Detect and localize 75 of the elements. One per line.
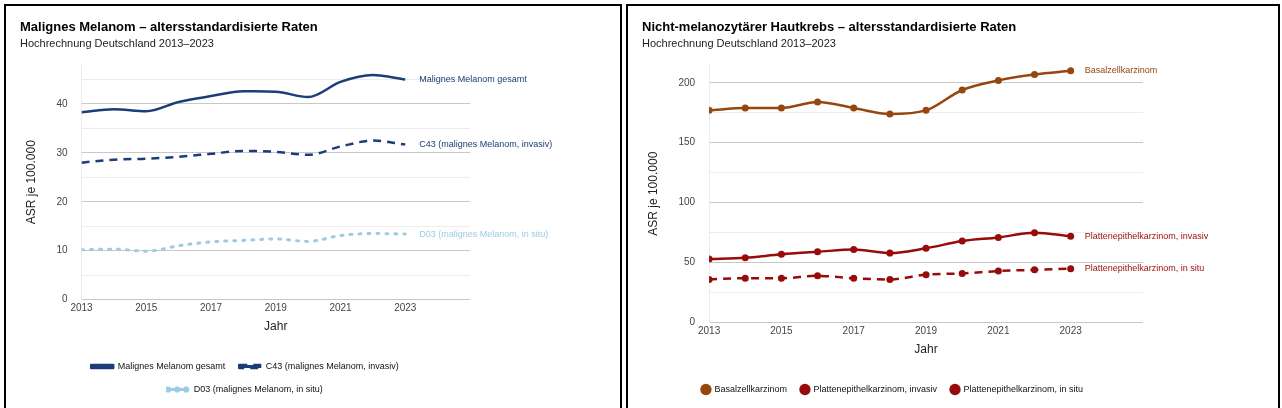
line-series — [81, 232, 407, 253]
point — [741, 254, 749, 262]
y-tick-label: 150 — [678, 136, 696, 148]
chart-title: Nicht-melanozytärer Hautkrebs – altersstandardisierte Raten — [642, 19, 1017, 35]
point — [777, 104, 785, 112]
chart-title: Malignes Melanom – altersstandardisierte Raten — [20, 19, 318, 35]
point — [741, 274, 749, 282]
chart-subtitle: Hochrechnung Deutschland 2013–2023 — [20, 37, 214, 50]
point — [850, 245, 858, 253]
x-tick-label: 2023 — [394, 302, 417, 314]
y-tick-label: 0 — [689, 316, 696, 328]
y-tick-label: 20 — [56, 195, 68, 207]
text: Malignes Melanom gesamt — [419, 73, 527, 84]
point — [886, 110, 894, 118]
y-tick-label: 40 — [56, 97, 68, 109]
point — [1031, 266, 1039, 274]
point — [958, 269, 966, 277]
x-tick-label: 2015 — [770, 325, 793, 337]
point — [1067, 265, 1075, 273]
y-tick-label: 200 — [678, 76, 696, 88]
point — [958, 86, 966, 94]
legend-label: Plattenepithelkarzinom, in situ — [963, 383, 1084, 394]
legend-label: Malignes Melanom gesamt — [117, 360, 226, 371]
x-tick-label: 2019 — [914, 325, 938, 337]
x-tick-label: 2013 — [697, 325, 721, 337]
line-series — [81, 73, 407, 114]
point — [741, 104, 749, 112]
point — [922, 106, 930, 114]
x-tick-label: 2017 — [842, 325, 866, 337]
text: Plattenepithelkarzinom, in situ — [1084, 263, 1205, 274]
x-tick-label: 2019 — [264, 302, 288, 314]
point — [994, 233, 1002, 241]
text: Basalzellkarzinom — [1084, 65, 1158, 76]
line-series — [81, 139, 407, 164]
point — [814, 272, 822, 280]
point — [814, 248, 822, 256]
point — [958, 237, 966, 245]
legend-label: Basalzellkarzinom — [714, 383, 787, 394]
y-tick-label: 100 — [678, 196, 696, 208]
x-axis-title: Jahr — [914, 342, 938, 357]
point — [922, 271, 930, 279]
y-tick-label: 30 — [56, 146, 68, 158]
point — [886, 249, 894, 257]
text: C43 (malignes Melanom, invasiv) — [419, 139, 553, 150]
x-tick-label: 2015 — [135, 302, 158, 314]
legend-label: Plattenepithelkarzinom, invasiv — [813, 383, 938, 394]
legend-label: C43 (malignes Melanom, invasiv) — [265, 360, 399, 371]
x-tick-label: 2017 — [199, 302, 223, 314]
x-tick-label: 2021 — [329, 302, 353, 314]
y-axis-title: ASR je 100.000 — [645, 151, 660, 236]
point — [814, 98, 822, 106]
x-tick-label: 2013 — [70, 302, 94, 314]
point — [994, 76, 1002, 84]
legend-label: D03 (malignes Melanom, in situ) — [193, 383, 323, 394]
point — [922, 244, 930, 252]
text: D03 (malignes Melanom, in situ) — [419, 228, 549, 239]
text: Plattenepithelkarzinom, invasiv — [1084, 230, 1209, 241]
x-tick-label: 2023 — [1059, 325, 1083, 337]
point — [886, 275, 894, 283]
point — [1067, 67, 1075, 75]
y-tick-label: 0 — [61, 293, 68, 305]
y-tick-label: 10 — [56, 244, 68, 256]
point — [1031, 229, 1039, 237]
point — [777, 250, 785, 258]
point — [1067, 232, 1075, 240]
y-axis-title: ASR je 100.000 — [23, 139, 38, 225]
point — [850, 104, 858, 112]
point — [1031, 70, 1039, 78]
x-tick-label: 2021 — [987, 325, 1010, 337]
point — [994, 267, 1002, 275]
x-axis-title: Jahr — [264, 319, 288, 334]
y-tick-label: 50 — [683, 256, 696, 268]
chart-subtitle: Hochrechnung Deutschland 2013–2023 — [642, 37, 836, 50]
point — [850, 274, 858, 282]
point — [777, 274, 785, 282]
